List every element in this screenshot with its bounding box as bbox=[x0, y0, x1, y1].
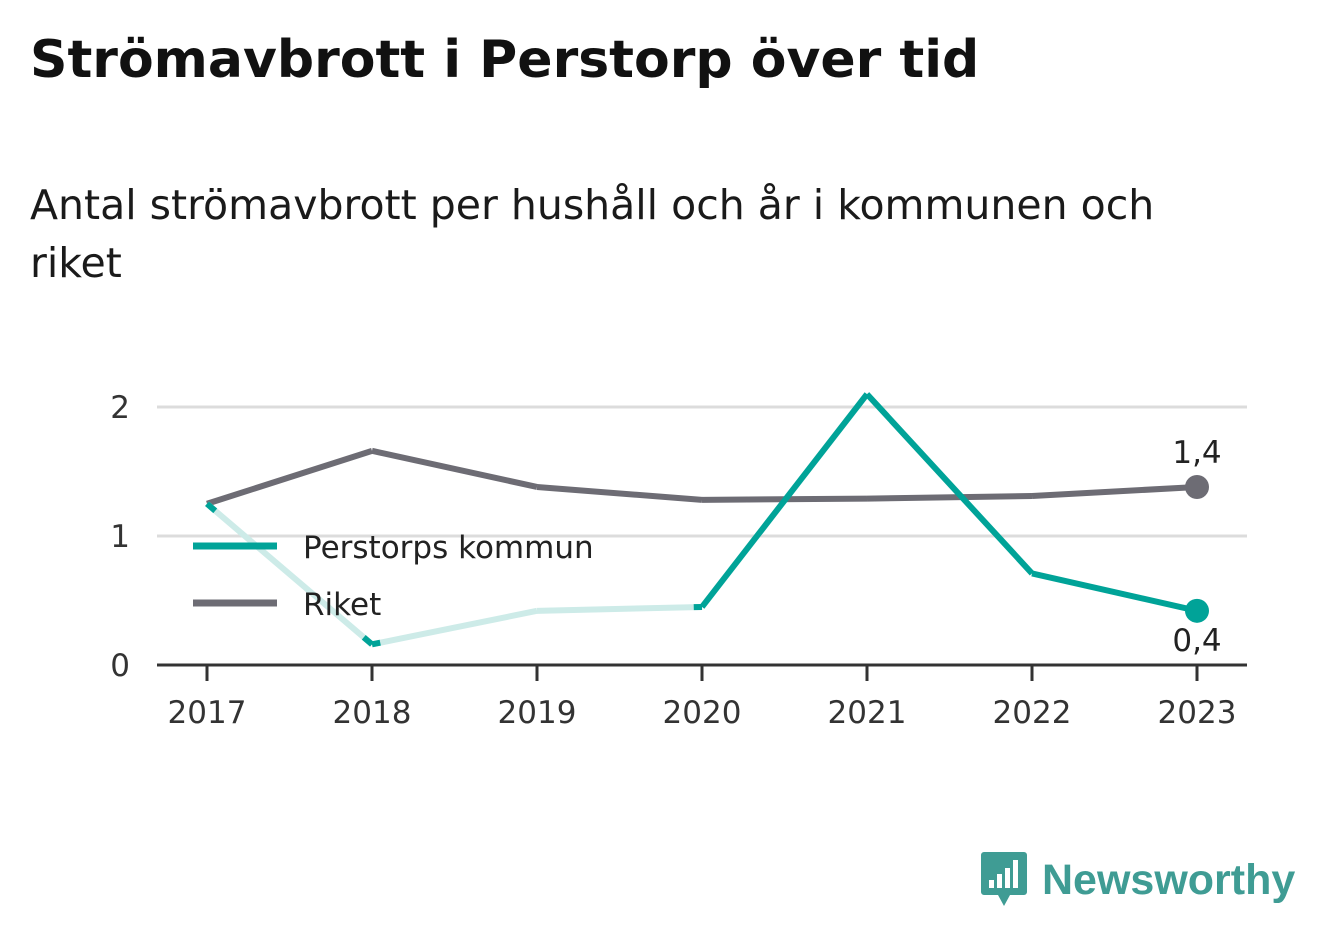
x-tick-label-2023: 2023 bbox=[1158, 695, 1237, 731]
end-markers: 1,4 0,4 bbox=[1172, 435, 1221, 659]
series-segment-perstorps-kommun bbox=[205, 501, 374, 647]
series-segment-riket bbox=[206, 448, 373, 507]
end-marker-perstorps-kommun bbox=[1185, 598, 1209, 623]
y-tick-label-1: 1 bbox=[110, 519, 130, 555]
y-tick-label-2: 2 bbox=[110, 390, 130, 426]
legend-label-perstorps-kommun: Perstorps kommun bbox=[303, 530, 594, 566]
series-segment-perstorps-kommun bbox=[536, 603, 703, 614]
end-label-perstorps-kommun: 0,4 bbox=[1172, 623, 1221, 659]
x-tick-label-2019: 2019 bbox=[498, 695, 577, 731]
series-segment-perstorps-kommun bbox=[864, 392, 1035, 576]
series-accent-perstorps-kommun bbox=[205, 501, 218, 514]
series-accent-perstorps-kommun bbox=[371, 639, 381, 648]
series-accent-perstorps-kommun bbox=[361, 635, 374, 647]
x-tick-label-2022: 2022 bbox=[993, 695, 1072, 731]
grid-lines bbox=[157, 405, 1247, 538]
x-axis: 2017 2018 2019 2020 2021 2022 2023 bbox=[157, 663, 1247, 731]
series-segment-riket bbox=[536, 483, 703, 503]
y-axis-ticks: 0 1 2 bbox=[110, 390, 130, 684]
x-tick-label-2017: 2017 bbox=[168, 695, 247, 731]
newsworthy-logo: Newsworthy bbox=[980, 850, 1295, 910]
x-tick-label-2020: 2020 bbox=[663, 695, 742, 731]
series-segment-perstorps-kommun bbox=[1031, 570, 1198, 614]
bar-chart-speech-bubble-icon bbox=[981, 852, 1027, 906]
legend: Perstorps kommun Riket bbox=[193, 530, 594, 623]
series-segment-perstorps-kommun bbox=[699, 392, 870, 609]
end-label-riket: 1,4 bbox=[1172, 435, 1221, 471]
line-chart: 012 2017 2018 2019 2020 2021 2022 2023 1,40,4 … bbox=[110, 390, 1247, 731]
end-marker-riket bbox=[1185, 474, 1209, 499]
x-tick-label-2021: 2021 bbox=[828, 695, 907, 731]
series-segment-riket bbox=[1031, 483, 1198, 500]
series-segment-riket bbox=[866, 493, 1033, 502]
logo-text: Newsworthy bbox=[1042, 855, 1296, 904]
series-segment-perstorps-kommun bbox=[371, 607, 538, 648]
series-lines bbox=[205, 392, 1198, 648]
x-tick-label-2018: 2018 bbox=[333, 695, 412, 731]
chart-title: Strömavbrott i Perstorp över tid bbox=[30, 30, 980, 90]
chart-subtitle: Antal strömavbrott per hushåll och år i … bbox=[30, 181, 1155, 287]
series-segment-riket bbox=[371, 447, 538, 490]
legend-label-riket: Riket bbox=[303, 587, 381, 623]
y-tick-label-0: 0 bbox=[110, 648, 130, 684]
